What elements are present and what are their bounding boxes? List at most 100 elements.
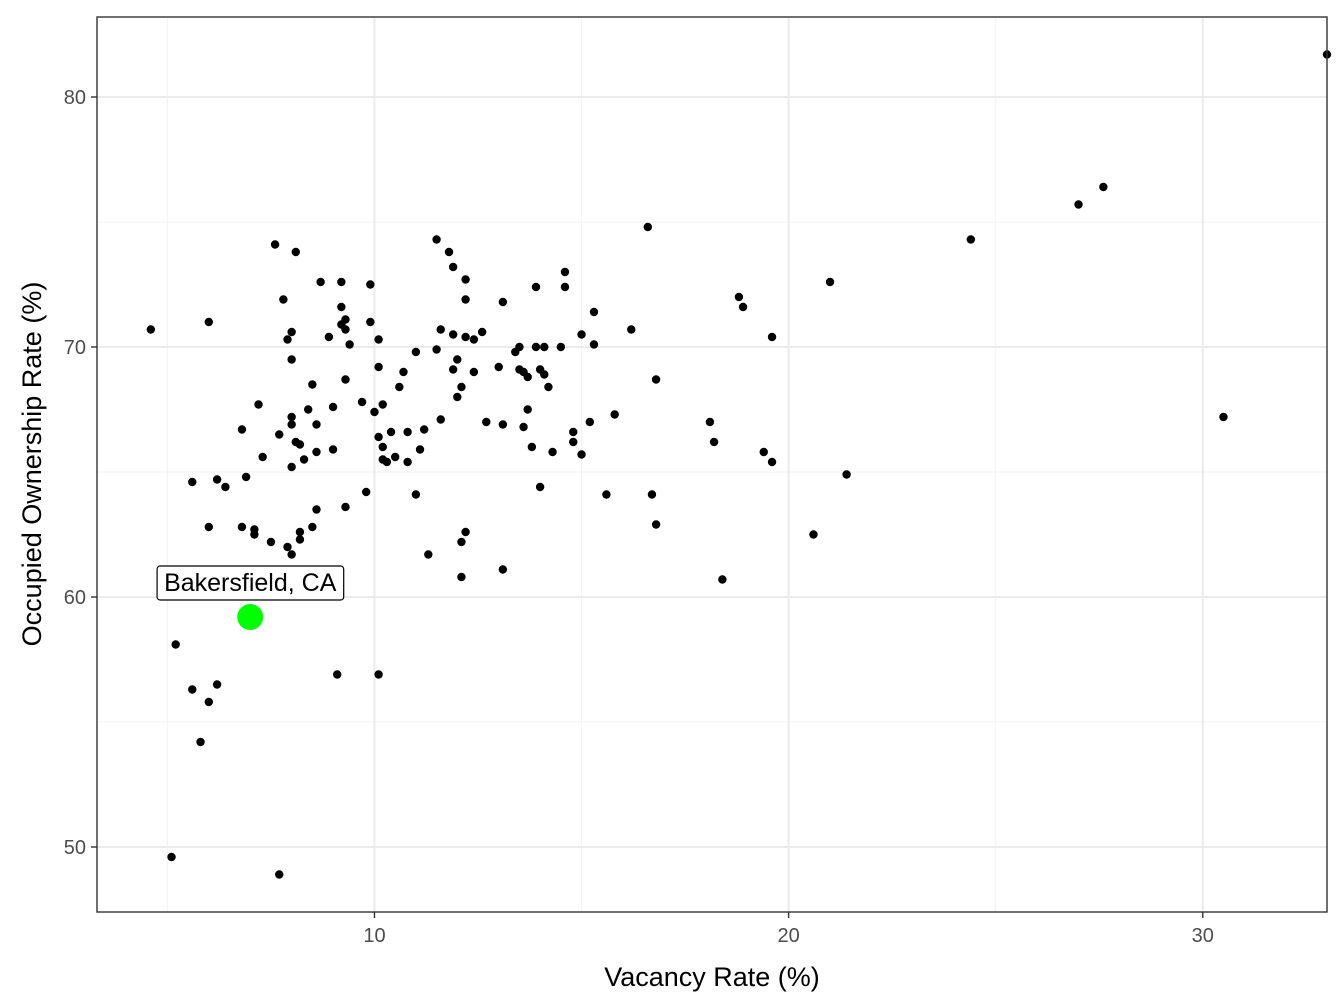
data-point	[643, 222, 653, 232]
data-point	[337, 302, 346, 312]
data-point	[469, 367, 479, 377]
data-point	[453, 355, 462, 364]
data-point	[494, 362, 503, 372]
data-point	[196, 737, 205, 747]
data-point	[374, 335, 383, 344]
data-point	[544, 382, 553, 392]
x-tick-label: 10	[363, 925, 385, 947]
data-point	[212, 680, 222, 689]
data-point	[275, 430, 284, 439]
data-point	[250, 530, 259, 539]
data-point	[345, 340, 354, 349]
data-point	[403, 427, 412, 437]
data-point	[266, 537, 276, 547]
data-point	[531, 342, 541, 352]
data-point	[556, 342, 566, 352]
data-point	[295, 535, 305, 544]
data-point	[432, 235, 441, 244]
data-point	[333, 670, 342, 679]
annotation-label-box	[156, 565, 345, 601]
data-point	[448, 330, 458, 339]
data-point	[1219, 412, 1228, 422]
data-point	[610, 410, 619, 419]
data-point	[204, 317, 214, 327]
data-point	[627, 325, 636, 334]
y-tick-label: 60	[64, 587, 86, 609]
data-point	[167, 852, 176, 862]
data-point	[258, 452, 267, 462]
data-point	[453, 392, 462, 402]
plot-panel-border	[96, 16, 1328, 913]
data-point	[291, 247, 300, 257]
data-point	[341, 502, 350, 512]
data-point	[295, 527, 305, 537]
data-point	[411, 490, 421, 499]
data-point	[589, 340, 599, 349]
data-point	[146, 325, 156, 334]
data-point	[287, 327, 296, 337]
data-point	[767, 332, 777, 342]
y-tick-label: 50	[64, 837, 86, 859]
data-point	[569, 437, 578, 447]
data-point	[734, 292, 744, 302]
data-point	[382, 457, 392, 467]
data-point	[424, 550, 433, 559]
data-point	[457, 382, 466, 392]
data-point	[531, 282, 541, 292]
data-point	[651, 520, 661, 529]
data-point	[585, 417, 595, 427]
data-point	[577, 450, 586, 459]
data-point	[651, 375, 661, 384]
highlight-point	[237, 604, 264, 630]
data-point	[1074, 200, 1083, 209]
data-points	[146, 50, 1332, 879]
data-point	[461, 275, 470, 284]
data-point	[461, 527, 470, 537]
data-point	[527, 442, 537, 452]
data-point	[560, 267, 570, 277]
data-point	[738, 302, 748, 312]
data-point	[328, 402, 338, 412]
data-point	[548, 447, 557, 457]
data-point	[341, 325, 350, 334]
data-point	[469, 335, 479, 344]
data-point	[842, 470, 851, 479]
data-point	[411, 347, 421, 357]
data-point	[312, 420, 321, 429]
data-point	[188, 685, 197, 694]
data-point	[709, 437, 719, 447]
data-point	[237, 522, 247, 532]
data-point	[523, 405, 532, 414]
y-tick-label: 80	[64, 87, 86, 109]
data-point	[444, 247, 454, 257]
data-point	[498, 565, 508, 574]
data-point	[324, 332, 334, 342]
y-tick-label: 70	[64, 337, 86, 359]
data-point	[337, 277, 346, 287]
data-point	[540, 370, 549, 379]
data-point	[523, 372, 532, 382]
data-point	[535, 482, 545, 492]
data-point	[366, 280, 375, 289]
data-point	[569, 427, 578, 437]
data-point	[386, 427, 396, 437]
data-point	[759, 447, 768, 457]
data-point	[560, 282, 570, 292]
data-point	[287, 412, 296, 422]
data-point	[498, 297, 508, 307]
data-point	[519, 422, 528, 432]
data-point	[374, 432, 383, 442]
data-point	[275, 870, 284, 879]
data-point	[498, 420, 508, 429]
data-point	[436, 415, 445, 424]
data-point	[767, 457, 777, 467]
data-point	[809, 530, 818, 539]
data-point	[378, 400, 387, 409]
data-point	[241, 472, 251, 482]
data-point	[718, 575, 727, 584]
x-tick-label: 20	[777, 925, 799, 947]
data-point	[221, 482, 230, 492]
data-point	[204, 522, 214, 532]
